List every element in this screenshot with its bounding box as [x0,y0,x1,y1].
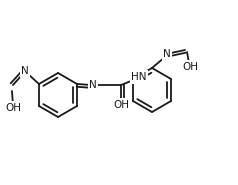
Text: OH: OH [5,103,21,113]
Text: N: N [21,66,29,76]
Text: N: N [89,80,97,90]
Text: OH: OH [182,62,198,72]
Text: OH: OH [113,100,129,110]
Text: N: N [163,49,171,59]
Text: HN: HN [131,72,147,82]
